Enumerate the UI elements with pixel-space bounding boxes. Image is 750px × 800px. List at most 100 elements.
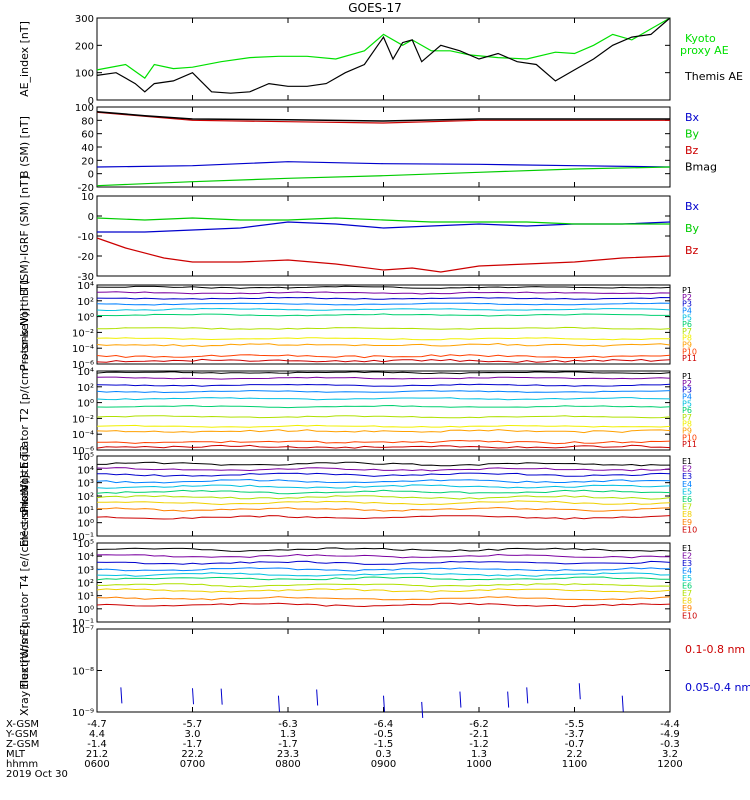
channel-line-p9 <box>96 429 671 434</box>
y-tick-label: 200 <box>75 41 94 52</box>
legend-bx: Bx <box>685 200 700 213</box>
series-line-by <box>96 166 671 187</box>
y-tick-label: 10⁻¹ <box>72 618 94 629</box>
x-row-value: 21.2 <box>86 749 108 760</box>
channel-label-p4: P4 <box>682 306 692 315</box>
legend-kyoto-proxy-ae: Kyoto proxy AE <box>680 32 729 57</box>
channel-line-p4 <box>96 390 671 394</box>
channel-label-p6: P6 <box>682 320 692 329</box>
y-tick-label: 10¹ <box>77 592 94 603</box>
x-row-value: 3.2 <box>662 749 678 760</box>
panel-frame <box>96 370 671 451</box>
x-row-value: 1100 <box>562 759 587 770</box>
channel-line-e10 <box>96 602 671 608</box>
channel-label-e6: E6 <box>682 495 692 504</box>
x-row-value: -6.3 <box>278 719 298 730</box>
y-tick-label: 10⁻⁸ <box>72 667 94 678</box>
channel-label-p8: P8 <box>682 334 692 343</box>
channel-label-e9: E9 <box>682 604 692 613</box>
x-row-value: 0900 <box>371 759 396 770</box>
channel-line-p2 <box>96 376 671 380</box>
channel-line-e3 <box>96 472 671 477</box>
y-axis-label: AE_index [nT] <box>18 21 31 97</box>
y-tick-label: 10⁴ <box>77 367 94 378</box>
panel-5: 10⁴ 10² 10⁰ 10⁻² 10⁻⁴ 10⁻⁶ Protons Equator T2 … <box>18 308 697 513</box>
channel-label-p3: P3 <box>682 300 692 309</box>
y-axis-label: Protons Equator T2 [p/(cm²-s-sr-keV)] <box>18 308 31 513</box>
y-tick-label: 10 <box>81 192 94 203</box>
y-tick-label: 10⁻⁴ <box>72 430 94 441</box>
y-tick-label: 60 <box>81 130 94 141</box>
channel-line-p3 <box>96 296 671 300</box>
y-tick-label: 10⁻⁶ <box>72 446 94 457</box>
channel-line-p1 <box>96 371 671 375</box>
channel-line-e8 <box>97 500 671 506</box>
y-tick-label: 10⁰ <box>77 313 94 324</box>
y-tick-label: 10⁻⁷ <box>72 625 94 636</box>
xray-point <box>507 691 510 708</box>
series-line-bmag <box>96 110 670 122</box>
y-tick-label: 10⁻⁹ <box>72 708 94 719</box>
channel-line-p9 <box>96 342 671 347</box>
x-row-value: -1.7 <box>278 739 298 750</box>
channel-label-p11: P11 <box>682 354 697 363</box>
channel-line-e1 <box>96 547 671 552</box>
series-line-bz <box>96 237 671 273</box>
y-tick-label: 10² <box>77 297 94 308</box>
channel-line-p8 <box>96 424 671 428</box>
series-line-by <box>96 217 670 225</box>
x-row-value: -2.1 <box>469 729 489 740</box>
channel-label-p8: P8 <box>682 420 692 429</box>
channel-line-p1 <box>96 285 671 289</box>
y-axis-label: B (SM) [nT] <box>18 116 31 178</box>
y-tick-label: 10¹ <box>77 505 94 516</box>
panel-2: -20 0 20 40 60 80 100 B (SM) [nT] Bx By Bz Bmag <box>18 103 717 194</box>
channel-label-p9: P9 <box>682 341 692 350</box>
xray-point <box>421 701 424 718</box>
channel-label-e2: E2 <box>682 465 692 474</box>
xray-point <box>277 695 280 712</box>
xray-point <box>526 687 529 704</box>
x-axis-table: X-GSM -4.7 -5.7 -6.3 -6.4 -6.2 -5.5 -4.4 Y-GSM 4.… <box>5 719 683 780</box>
channel-line-p5 <box>96 397 671 401</box>
channel-line-e6 <box>96 489 671 495</box>
y-tick-label: 10⁻⁶ <box>72 360 94 371</box>
legend-by: By <box>685 128 700 141</box>
panel-6: 10⁵ 10⁴ 10³ 10² 10¹ 10⁰ 10⁻¹ Electrons North T3… <box>18 445 697 547</box>
channel-label-p4: P4 <box>682 392 692 401</box>
channel-label-p5: P5 <box>682 313 692 322</box>
y-axis-label: Electrons North T3 <box>18 445 31 547</box>
y-axis-label: Electrons Equator T4 [e/(cm²-s-sr-keV)] <box>18 475 31 690</box>
xray-point <box>383 695 385 712</box>
channel-label-p2: P2 <box>682 293 692 302</box>
channel-label-e2: E2 <box>682 552 692 561</box>
channel-label-e5: E5 <box>682 574 692 583</box>
channel-line-p11 <box>96 444 671 449</box>
x-row-value: 0700 <box>180 759 205 770</box>
channel-line-p8 <box>96 337 671 341</box>
y-tick-label: 10⁵ <box>77 539 94 550</box>
channel-line-e10 <box>96 515 671 520</box>
y-tick-label: 0 <box>88 96 94 107</box>
panel-frame <box>96 17 671 101</box>
chart-title: GOES-17 <box>348 1 402 15</box>
y-tick-label: 10³ <box>77 479 94 490</box>
channel-label-p11: P11 <box>682 440 697 449</box>
y-tick-label: 100 <box>75 103 94 114</box>
x-row-value: 22.2 <box>181 749 203 760</box>
x-row-value: -1.5 <box>374 739 394 750</box>
channel-label-e7: E7 <box>682 503 692 512</box>
x-row-value: -0.3 <box>660 739 680 750</box>
y-tick-label: -30 <box>78 272 94 283</box>
x-row-label-z-gsm: Z-GSM <box>6 739 39 750</box>
y-tick-label: -10 <box>78 232 94 243</box>
y-tick-label: 10² <box>77 579 94 590</box>
channel-line-p7 <box>96 415 671 419</box>
x-row-value: -0.7 <box>565 739 585 750</box>
xray-point <box>459 691 462 708</box>
panel-1: 0 100 200 300 AE_index [nT] Kyoto proxy AE Them… <box>18 14 743 107</box>
channel-label-p2: P2 <box>682 379 692 388</box>
xray-point <box>621 695 624 712</box>
channel-label-e4: E4 <box>682 567 692 576</box>
